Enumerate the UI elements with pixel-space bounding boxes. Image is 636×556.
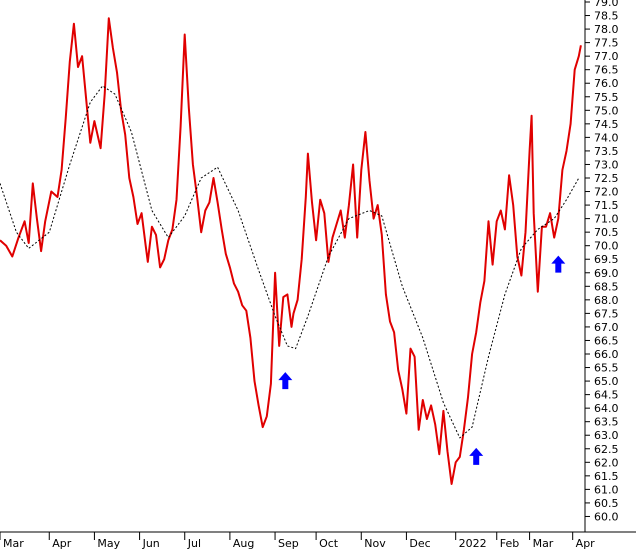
y-tick-label: 67.5 bbox=[594, 307, 619, 320]
y-tick-label: 62.0 bbox=[594, 456, 619, 469]
x-tick-label: May bbox=[97, 537, 120, 550]
y-tick-label: 72.5 bbox=[594, 172, 619, 185]
y-tick-label: 70.0 bbox=[594, 240, 619, 253]
x-tick-label: Dec bbox=[409, 537, 430, 550]
x-tick-label: 2022 bbox=[459, 537, 487, 550]
y-tick-label: 78.0 bbox=[594, 23, 619, 36]
series-layer bbox=[0, 17, 582, 485]
y-tick-label: 75.0 bbox=[594, 104, 619, 117]
y-tick-label: 77.5 bbox=[594, 37, 619, 50]
y-tick-label: 63.5 bbox=[594, 416, 619, 429]
y-tick-label: 76.0 bbox=[594, 77, 619, 90]
y-tick-label: 64.0 bbox=[594, 402, 619, 415]
y-tick-label: 74.0 bbox=[594, 131, 619, 144]
y-tick-label: 73.0 bbox=[594, 158, 619, 171]
x-tick-label: Apr bbox=[52, 537, 72, 550]
moving-average-line bbox=[0, 85, 580, 439]
y-tick-label: 63.0 bbox=[594, 429, 619, 442]
up-arrow-icon bbox=[551, 255, 566, 273]
x-tick-label: Mar bbox=[3, 537, 24, 550]
x-tick-label: Jul bbox=[187, 537, 201, 550]
x-tick-label: Oct bbox=[319, 537, 339, 550]
annotations-layer bbox=[278, 255, 566, 465]
up-arrow-icon bbox=[278, 372, 293, 390]
x-tick-label: Mar bbox=[533, 537, 554, 550]
x-tick-label: Sep bbox=[278, 537, 299, 550]
y-tick-label: 60.0 bbox=[594, 510, 619, 523]
y-tick-label: 61.0 bbox=[594, 483, 619, 496]
price-line bbox=[0, 17, 582, 485]
y-tick-label: 76.5 bbox=[594, 64, 619, 77]
y-tick-label: 73.5 bbox=[594, 145, 619, 158]
y-tick-label: 64.5 bbox=[594, 389, 619, 402]
y-tick-label: 69.0 bbox=[594, 267, 619, 280]
x-tick-label: Apr bbox=[576, 537, 596, 550]
y-tick-label: 71.5 bbox=[594, 199, 619, 212]
y-tick-label: 60.5 bbox=[594, 497, 619, 510]
y-tick-label: 78.5 bbox=[594, 10, 619, 23]
y-tick-label: 68.0 bbox=[594, 294, 619, 307]
up-arrow-icon bbox=[469, 447, 484, 465]
y-tick-label: 67.0 bbox=[594, 321, 619, 334]
y-tick-label: 74.5 bbox=[594, 118, 619, 131]
x-tick-label: Jun bbox=[142, 537, 160, 550]
y-tick-label: 71.0 bbox=[594, 213, 619, 226]
up-arrow-shape bbox=[551, 255, 566, 273]
y-tick-label: 79.0 bbox=[594, 0, 619, 9]
y-tick-label: 77.0 bbox=[594, 50, 619, 63]
y-tick-label: 69.5 bbox=[594, 253, 619, 266]
y-tick-label: 62.5 bbox=[594, 443, 619, 456]
y-tick-label: 65.5 bbox=[594, 362, 619, 375]
y-tick-label: 72.0 bbox=[594, 186, 619, 199]
y-tick-label: 75.5 bbox=[594, 91, 619, 104]
y-tick-label: 70.5 bbox=[594, 226, 619, 239]
y-tick-label: 68.5 bbox=[594, 280, 619, 293]
y-tick-label: 66.5 bbox=[594, 334, 619, 347]
up-arrow-shape bbox=[469, 447, 484, 465]
x-tick-label: Aug bbox=[233, 537, 254, 550]
x-tick-label: Feb bbox=[500, 537, 519, 550]
y-tick-label: 65.0 bbox=[594, 375, 619, 388]
y-tick-label: 66.0 bbox=[594, 348, 619, 361]
up-arrow-shape bbox=[278, 372, 293, 390]
y-tick-label: 61.5 bbox=[594, 470, 619, 483]
x-tick-label: Nov bbox=[364, 537, 386, 550]
